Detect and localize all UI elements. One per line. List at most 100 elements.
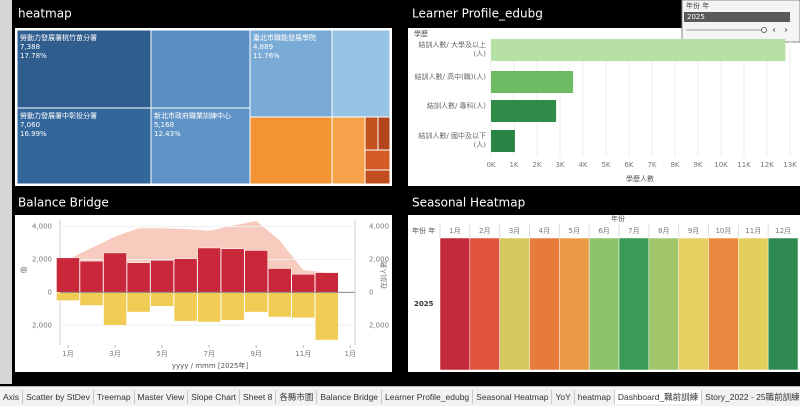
tile-value: 7,060 (20, 121, 40, 129)
bar (56, 257, 80, 293)
bar (291, 274, 316, 293)
treemap-tile (16, 107, 152, 185)
x-tick-label: 5月 (156, 350, 167, 358)
sheet-tab[interactable]: Sheet 8 (240, 390, 277, 404)
heat-cell (708, 237, 739, 371)
bar (244, 292, 268, 313)
x-tick-label: 1月 (345, 350, 356, 358)
tile-share: 12.43% (154, 130, 181, 138)
x-tick-label: 6K (624, 161, 633, 169)
tile-label: 新北市政府職業訓練中心 (154, 111, 231, 120)
y-tick-label: 0 (48, 288, 52, 296)
x-tick-label: 8K (670, 161, 679, 169)
next-button[interactable]: › (784, 26, 788, 36)
sheet-tab[interactable]: Seasonal Heatmap (473, 390, 553, 404)
heat-cell (499, 237, 530, 371)
sheet-tab[interactable]: YoY (552, 390, 575, 404)
bar (267, 292, 292, 318)
bar (197, 292, 221, 323)
filter-handle[interactable] (761, 27, 767, 33)
bar (491, 100, 557, 122)
sheet-tab[interactable]: heatmap (575, 390, 615, 404)
filter-title: 年份 年 (686, 1, 709, 10)
bar (126, 262, 151, 293)
bar (220, 248, 245, 293)
y-tick-label: 2,000 (32, 321, 52, 329)
bar (291, 292, 316, 319)
sheet-tab[interactable]: Treemap (94, 390, 135, 404)
treemap-other-tiles (150, 29, 391, 185)
sheet-tab[interactable]: Balance Bridge (317, 390, 383, 404)
bar (79, 292, 104, 306)
heat-cell (559, 237, 590, 371)
side-strip (0, 0, 12, 384)
column-label: 9月 (688, 227, 699, 235)
x-tick-label: 2K (532, 161, 541, 169)
x-tick-label: 1月 (62, 350, 73, 358)
prev-button[interactable]: ‹ (772, 26, 776, 36)
sheet-tab[interactable]: Scatter by StDev (23, 390, 94, 404)
sheet-tab[interactable]: Slope Chart (188, 390, 241, 404)
sheet-tabs: Axis Scatter by StDev Treemap Master View Sl… (0, 386, 800, 406)
x-tick-label: 9月 (250, 350, 261, 358)
bar (150, 260, 174, 293)
heat-cell (439, 237, 471, 371)
heat-cell (648, 237, 679, 371)
y-axis-title: 值 (19, 267, 28, 274)
heat-cell (588, 237, 620, 371)
y-tick-label: 2,000 (32, 255, 52, 263)
column-label: 12月 (775, 227, 791, 235)
sheet-tab[interactable]: Story_2022 - 25職前訓練成效 (702, 390, 800, 404)
x-tick-label: 12K (760, 161, 774, 169)
tile-label: 勞動力發展署桃竹苗分署 (20, 33, 97, 42)
filter-value: 2025 (687, 13, 705, 21)
bar (197, 247, 221, 293)
heat-cell (767, 237, 799, 371)
x-tick-label: 3月 (109, 350, 120, 358)
x-tick-label: 0K (486, 161, 495, 169)
sheet-tab[interactable]: Axis (0, 390, 24, 404)
column-label: 7月 (628, 227, 639, 235)
x-tick-label: 9K (693, 161, 702, 169)
y2-tick-label: 0 (369, 288, 373, 296)
x-tick-label: 7K (647, 161, 656, 169)
bar (491, 71, 574, 93)
heat-cell (469, 237, 500, 371)
heat-cell (618, 237, 650, 371)
bar (314, 272, 339, 293)
sheet-tab[interactable]: Learner Profile_edubg (382, 390, 474, 404)
y2-axis-title: 在訓人數 (379, 261, 388, 289)
panel-title: Learner Profile_edubg (412, 7, 543, 21)
x-axis-title: yyyy / mmm [2025年] (172, 361, 249, 370)
sheet-tab[interactable]: 各縣市圖 (276, 390, 318, 404)
panel-title: heatmap (18, 7, 72, 21)
sheet-tab[interactable]: Dashboard_職前訓練 (614, 390, 703, 404)
y2-tick-label: 2,000 (369, 255, 389, 263)
heat-cell (738, 237, 769, 371)
category-label: 結訓人數/ 國中及以下(人) (418, 132, 486, 149)
column-label: 5月 (569, 227, 580, 235)
column-label: 6月 (598, 227, 609, 235)
filter-input[interactable] (684, 12, 790, 22)
tile-share: 17.78% (20, 52, 47, 60)
x-tick-label: 13K (783, 161, 797, 169)
panel-title: Balance Bridge (18, 196, 109, 210)
panel-title: Seasonal Heatmap (412, 196, 525, 210)
tile-label: 勞動力發展署中彰投分署 (20, 111, 97, 120)
x-tick-label: 5K (601, 161, 610, 169)
x-tick-label: 7月 (203, 350, 214, 358)
bar (267, 268, 292, 293)
bar (173, 292, 198, 322)
y-axis-title: 學歷 (414, 29, 428, 38)
bar (491, 39, 786, 61)
tile-share: 16.99% (20, 130, 47, 138)
y-tick-label: 4,000 (32, 223, 52, 231)
bar (220, 292, 245, 321)
treemap-border (15, 28, 392, 186)
sheet-tab[interactable]: Master View (135, 390, 189, 404)
column-label: 11月 (745, 227, 761, 235)
x-tick-label: 11K (737, 161, 751, 169)
tile-value: 4,889 (253, 43, 273, 51)
row-header-title: 年份 年 (412, 226, 435, 235)
